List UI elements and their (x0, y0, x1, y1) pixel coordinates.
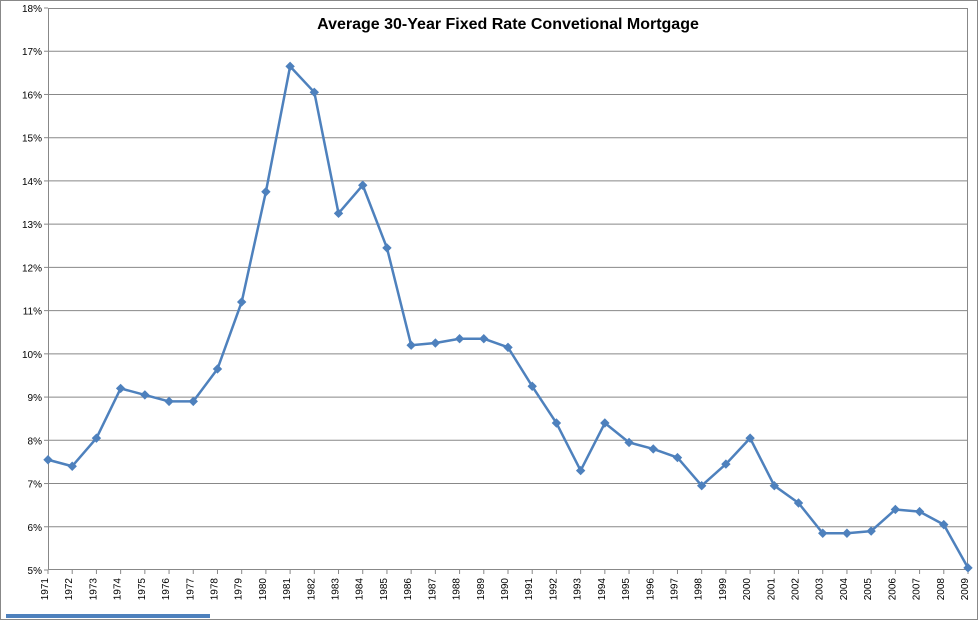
x-tick-label: 1978 (209, 578, 220, 601)
x-tick-label: 1972 (64, 578, 75, 601)
x-tick-label: 1982 (306, 578, 317, 601)
x-tick-label: 1994 (597, 578, 608, 601)
x-tick-label: 2004 (839, 578, 850, 601)
x-tick-label: 1974 (113, 578, 124, 601)
y-tick-label: 9% (28, 393, 43, 404)
x-tick-label: 1999 (718, 578, 729, 601)
chart-title: Average 30-Year Fixed Rate Convetional M… (317, 16, 699, 33)
selection-bar (6, 614, 210, 618)
y-tick-label: 7% (28, 480, 43, 491)
x-tick-label: 1981 (282, 578, 293, 601)
y-tick-label: 10% (22, 350, 42, 361)
y-tick-label: 11% (23, 307, 42, 318)
x-tick-label: 1986 (403, 578, 414, 601)
x-tick-label: 1991 (524, 578, 535, 601)
x-tick-label: 1997 (669, 578, 680, 601)
x-tick-label: 1993 (573, 578, 584, 601)
x-tick-label: 2000 (742, 578, 753, 601)
x-tick-label: 1987 (427, 578, 438, 601)
x-tick-label: 2005 (863, 578, 874, 601)
y-tick-label: 18% (22, 4, 42, 15)
y-tick-label: 8% (28, 436, 43, 447)
x-tick-label: 2006 (887, 578, 898, 601)
x-tick-label: 2007 (912, 578, 923, 601)
x-tick-label: 1975 (137, 578, 148, 601)
x-tick-label: 1992 (548, 578, 559, 601)
y-tick-label: 16% (22, 90, 42, 101)
x-tick-label: 1976 (161, 578, 172, 601)
x-tick-label: 1983 (331, 578, 342, 601)
x-tick-label: 1988 (452, 578, 463, 601)
y-tick-label: 14% (22, 177, 42, 188)
x-tick-label: 1971 (40, 578, 51, 601)
x-tick-label: 2002 (791, 578, 802, 601)
x-tick-label: 1998 (694, 578, 705, 601)
y-tick-label: 15% (22, 134, 42, 145)
x-tick-label: 1984 (355, 578, 366, 601)
x-tick-label: 2008 (936, 578, 947, 601)
y-tick-label: 13% (22, 220, 42, 231)
y-tick-label: 17% (22, 47, 42, 58)
x-tick-label: 1996 (645, 578, 656, 601)
x-tick-label: 2009 (960, 578, 971, 601)
x-tick-label: 1973 (88, 578, 99, 601)
x-tick-label: 1989 (476, 578, 487, 601)
x-tick-label: 1980 (258, 578, 269, 601)
y-tick-label: 12% (22, 263, 42, 274)
x-tick-label: 2003 (815, 578, 826, 601)
x-tick-label: 1985 (379, 578, 390, 601)
chart-container: 5% 6% 7% 8% 9% 10% 11% 12% 13% 14% 15% 16% 17% 18% 197… (0, 0, 978, 620)
y-tick-label: 6% (28, 523, 43, 534)
x-tick-label: 2001 (766, 578, 777, 601)
y-tick-label: 5% (28, 566, 43, 577)
x-tick-label: 1979 (234, 578, 245, 601)
x-tick-label: 1990 (500, 578, 511, 601)
x-tick-label: 1995 (621, 578, 632, 601)
x-tick-label: 1977 (185, 578, 196, 601)
mortgage-rate-line-chart: 5% 6% 7% 8% 9% 10% 11% 12% 13% 14% 15% 16% 17% 18% 197… (0, 0, 978, 620)
